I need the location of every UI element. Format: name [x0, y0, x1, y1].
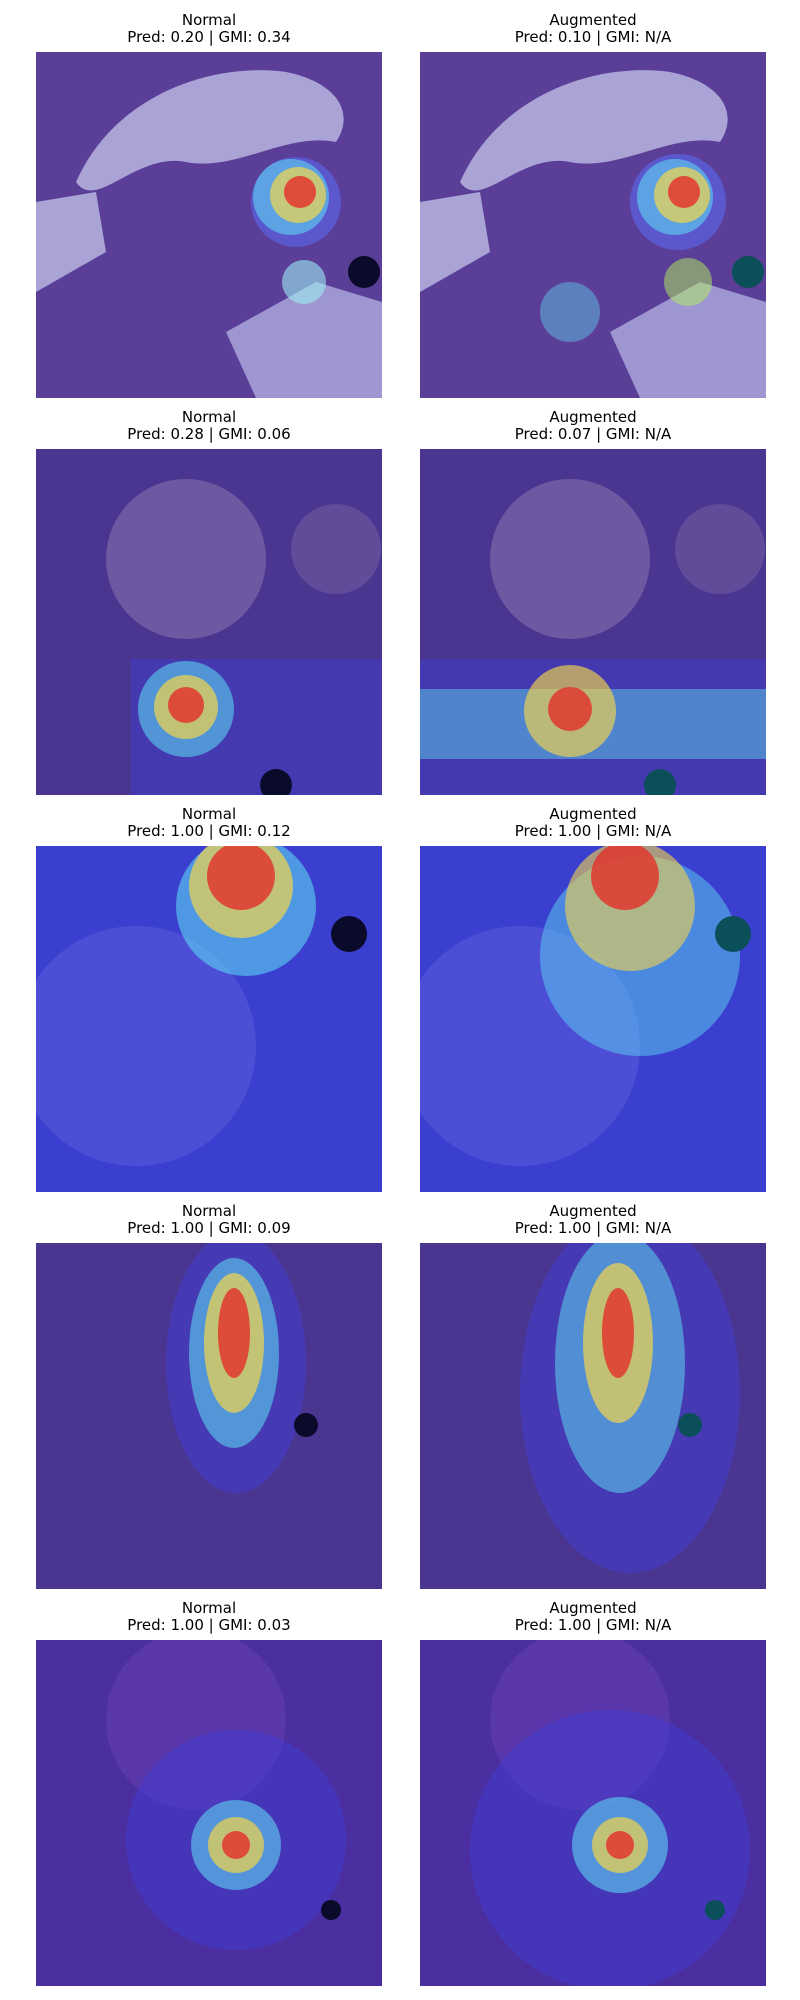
panel-caption: Pred: 1.00 | GMI: N/A — [514, 1616, 672, 1634]
panel-caption: Pred: 1.00 | GMI: N/A — [514, 822, 672, 840]
panel-caption: Pred: 0.10 | GMI: N/A — [514, 28, 672, 46]
panel-heading: Normal — [181, 1202, 237, 1220]
panel-heading: Normal — [181, 1599, 237, 1617]
panel-caption: Pred: 1.00 | GMI: 0.12 — [127, 822, 291, 840]
panel-title: Augmented Pred: 0.07 | GMI: N/A — [420, 409, 766, 443]
panel-heading: Augmented — [549, 805, 637, 823]
panel-title: Augmented Pred: 1.00 | GMI: N/A — [420, 806, 766, 840]
panel-heading: Augmented — [549, 408, 637, 426]
heatmap-image — [420, 52, 766, 398]
panel-title: Normal Pred: 0.28 | GMI: 0.06 — [36, 409, 382, 443]
panel-caption: Pred: 0.20 | GMI: 0.34 — [127, 28, 291, 46]
panel-title: Augmented Pred: 0.10 | GMI: N/A — [420, 12, 766, 46]
panel-title: Normal Pred: 1.00 | GMI: 0.09 — [36, 1203, 382, 1237]
panel-caption: Pred: 0.07 | GMI: N/A — [514, 425, 672, 443]
panel-heading: Augmented — [549, 1202, 637, 1220]
heatmap-image — [36, 52, 382, 398]
panel-heading: Normal — [181, 408, 237, 426]
panel-heading: Normal — [181, 11, 237, 29]
panel-heading: Augmented — [549, 1599, 637, 1617]
heatmap-image — [420, 1640, 766, 1986]
panel-caption: Pred: 1.00 | GMI: N/A — [514, 1219, 672, 1237]
panel-caption: Pred: 1.00 | GMI: 0.03 — [127, 1616, 291, 1634]
panel-title: Augmented Pred: 1.00 | GMI: N/A — [420, 1203, 766, 1237]
heatmap-image — [420, 1243, 766, 1589]
panel-title: Normal Pred: 1.00 | GMI: 0.12 — [36, 806, 382, 840]
heatmap-image — [36, 846, 382, 1192]
panel-heading: Augmented — [549, 11, 637, 29]
panel-title: Normal Pred: 1.00 | GMI: 0.03 — [36, 1600, 382, 1634]
heatmap-image — [420, 449, 766, 795]
panel-title: Normal Pred: 0.20 | GMI: 0.34 — [36, 12, 382, 46]
panel-title: Augmented Pred: 1.00 | GMI: N/A — [420, 1600, 766, 1634]
heatmap-image — [36, 449, 382, 795]
heatmap-image — [420, 846, 766, 1192]
panel-caption: Pred: 1.00 | GMI: 0.09 — [127, 1219, 291, 1237]
panel-caption: Pred: 0.28 | GMI: 0.06 — [127, 425, 291, 443]
heatmap-image — [36, 1243, 382, 1589]
heatmap-image — [36, 1640, 382, 1986]
panel-heading: Normal — [181, 805, 237, 823]
